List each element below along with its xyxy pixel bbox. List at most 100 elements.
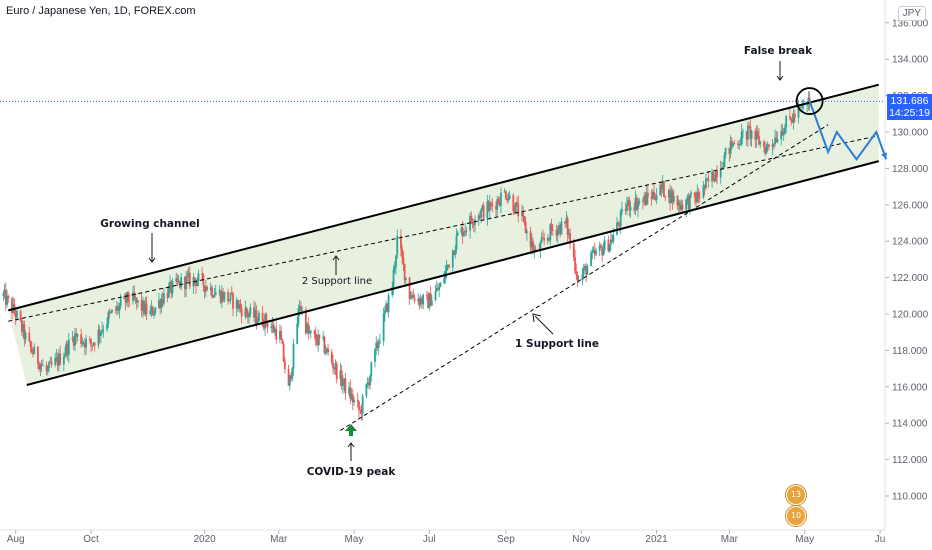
candle-body — [490, 202, 492, 205]
candle-body — [687, 196, 690, 210]
candle-body — [439, 282, 442, 287]
channel-lower-line — [26, 160, 880, 386]
event-badge-earnings[interactable]: 13 — [786, 485, 806, 505]
candle-body — [784, 127, 786, 133]
candle-body — [575, 271, 578, 275]
candle-body — [556, 228, 559, 236]
candle-body — [325, 348, 328, 353]
candle-body — [600, 245, 602, 248]
candle-body — [339, 370, 342, 380]
candle-body — [425, 294, 428, 296]
candle-body — [38, 363, 41, 370]
candle-body — [591, 251, 594, 253]
candle-body — [651, 191, 654, 200]
candle-body — [101, 329, 104, 333]
candle-body — [403, 263, 406, 281]
candle-body — [479, 215, 481, 218]
candle-body — [451, 250, 454, 268]
candle-body — [695, 196, 697, 203]
candle-body — [107, 312, 110, 324]
candle-body — [540, 237, 543, 243]
candle-body — [771, 144, 774, 147]
candle-body — [80, 334, 83, 345]
candle-body — [185, 275, 187, 290]
candle-body — [625, 204, 628, 212]
candle-body — [409, 298, 412, 300]
event-badge-dividends[interactable]: 10 — [786, 506, 806, 526]
candle-body — [304, 309, 307, 333]
currency-badge[interactable]: JPY — [897, 6, 926, 21]
candle-body — [255, 310, 258, 324]
candle-body — [262, 325, 265, 329]
candle-body — [318, 334, 321, 339]
candle-body — [360, 410, 363, 414]
candle-body — [655, 195, 658, 201]
candle-body — [161, 298, 164, 304]
candle-body — [650, 196, 653, 200]
candle-body — [119, 298, 122, 306]
candle-body — [676, 195, 679, 206]
candle-body — [733, 142, 736, 144]
candle-body — [481, 205, 484, 210]
candle-body — [379, 341, 381, 343]
price-axis[interactable]: 110.000 112.000 114.000 116.000 118.000 120.0… — [885, 18, 929, 503]
candle-body — [745, 131, 748, 140]
candle-body — [456, 232, 459, 236]
candle-body — [151, 306, 154, 316]
candle-body — [227, 291, 229, 302]
candle-body — [593, 249, 596, 255]
candle-body — [56, 357, 59, 366]
x-tick-label: Nov — [572, 534, 590, 545]
candle-body — [213, 294, 216, 298]
time-axis[interactable]: Aug Oct 2020 Mar May Jul Sep Nov 2021 Mar May Ju — [7, 530, 885, 545]
growing-channel-pointer-head — [148, 257, 156, 263]
candle-body — [732, 142, 734, 147]
candle-body — [46, 368, 49, 372]
candle-body — [465, 230, 468, 232]
candle-body — [11, 298, 13, 313]
candle-body — [313, 330, 316, 334]
candle-body — [756, 131, 759, 137]
candle-body — [322, 336, 325, 339]
y-tick-label: 126.000 — [892, 200, 929, 211]
candle-body — [124, 296, 127, 303]
candle-body — [642, 200, 644, 202]
candle-body — [82, 342, 85, 344]
candle-body — [408, 277, 411, 299]
candle-body — [240, 308, 243, 317]
candle-body — [628, 199, 631, 211]
candle-body — [514, 202, 517, 213]
candle-body — [697, 192, 700, 198]
candle-body — [209, 287, 212, 291]
candle-body — [366, 382, 369, 385]
candle-body — [334, 363, 337, 370]
candle-body — [145, 303, 148, 315]
candle-body — [576, 274, 579, 281]
candle-body — [365, 384, 368, 396]
candle-body — [343, 378, 346, 384]
candle-body — [788, 116, 791, 118]
candle-body — [74, 333, 76, 346]
candle-body — [560, 221, 563, 235]
candle-body — [435, 288, 438, 292]
candle-body — [109, 312, 112, 314]
candle-body — [193, 277, 196, 281]
candle-body — [356, 399, 359, 402]
candle-body — [664, 196, 667, 198]
candle-body — [201, 273, 204, 275]
candle-body — [111, 309, 113, 313]
candle-body — [616, 222, 618, 235]
candle-body — [272, 324, 275, 333]
candle-body — [653, 191, 655, 198]
x-tick-label: Sep — [497, 534, 515, 545]
candle-body — [67, 339, 70, 355]
candle-body — [585, 265, 588, 275]
candle-body — [627, 199, 630, 205]
candle-body — [659, 184, 662, 196]
candle-body — [64, 353, 66, 357]
candle-body — [460, 227, 463, 233]
covid-peak-pointer-head — [347, 442, 355, 448]
candle-body — [316, 340, 318, 346]
candle-body — [344, 378, 347, 394]
